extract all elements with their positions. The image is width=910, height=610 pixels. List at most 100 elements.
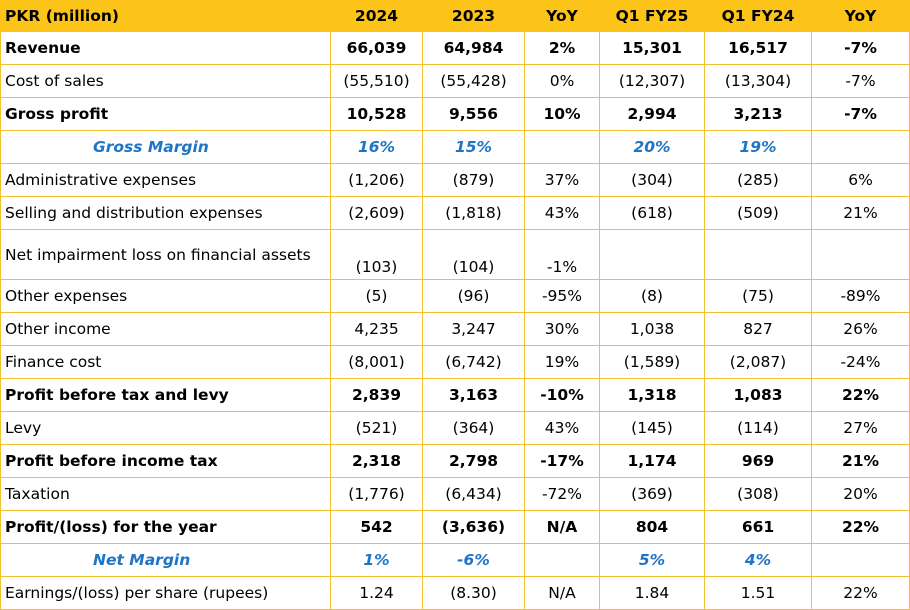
value-cell: (8.30) — [422, 576, 525, 610]
value-cell: (364) — [422, 411, 525, 445]
value-cell: N/A — [524, 576, 600, 610]
row-label: Administrative expenses — [0, 163, 331, 197]
value-cell: 20% — [599, 130, 705, 164]
header-cell-q1-fy25: Q1 FY25 — [599, 0, 705, 32]
value-cell: 827 — [704, 312, 812, 346]
value-cell: 16% — [330, 130, 423, 164]
row-label: Profit before income tax — [0, 444, 331, 478]
table-row: Net impairment loss on financial assets(… — [0, 229, 910, 280]
value-cell: 2,798 — [422, 444, 525, 478]
value-cell: (5) — [330, 279, 423, 313]
row-label: Other income — [0, 312, 331, 346]
row-label: Profit/(loss) for the year — [0, 510, 331, 544]
value-cell: (2,087) — [704, 345, 812, 379]
value-cell: (8,001) — [330, 345, 423, 379]
value-cell: 3,213 — [704, 97, 812, 131]
value-cell: 3,247 — [422, 312, 525, 346]
row-label: Cost of sales — [0, 64, 331, 98]
value-cell: 1,083 — [704, 378, 812, 412]
value-cell: 1,174 — [599, 444, 705, 478]
header-cell-yoy-quarter: YoY — [811, 0, 910, 32]
row-label: Net Margin — [0, 543, 331, 577]
value-cell: 1.84 — [599, 576, 705, 610]
value-cell: 804 — [599, 510, 705, 544]
value-cell: (96) — [422, 279, 525, 313]
value-cell: (55,510) — [330, 64, 423, 98]
table-row: Gross profit 10,528 9,556 10% 2,994 3,213 -7% — [0, 97, 910, 131]
value-cell: 22% — [811, 378, 910, 412]
value-cell: -17% — [524, 444, 600, 478]
value-cell: -6% — [422, 543, 525, 577]
value-cell: 21% — [811, 444, 910, 478]
value-cell: 64,984 — [422, 31, 525, 65]
value-cell: 30% — [524, 312, 600, 346]
table-row: Administrative expenses (1,206) (879) 37% (3… — [0, 163, 910, 197]
header-cell-2023: 2023 — [422, 0, 525, 32]
header-cell-q1-fy24: Q1 FY24 — [704, 0, 812, 32]
value-cell: 10% — [524, 97, 600, 131]
value-cell — [811, 229, 910, 280]
value-cell: 21% — [811, 196, 910, 230]
value-cell: 2,839 — [330, 378, 423, 412]
value-cell: -7% — [811, 31, 910, 65]
row-label: Levy — [0, 411, 331, 445]
value-cell: -95% — [524, 279, 600, 313]
value-cell: (369) — [599, 477, 705, 511]
table-row: Levy (521) (364) 43% (145) (114) 27% — [0, 411, 910, 445]
table-row: Profit/(loss) for the year 542 (3,636) N/A 8… — [0, 510, 910, 544]
row-label: Revenue — [0, 31, 331, 65]
table-row: Taxation (1,776) (6,434) -72% (369) (308) 20% — [0, 477, 910, 511]
table-row: Selling and distribution expenses (2,609)… — [0, 196, 910, 230]
value-cell: 27% — [811, 411, 910, 445]
table-row: Gross Margin 16% 15% 20% 19% — [0, 130, 910, 164]
row-label: Gross Margin — [0, 130, 331, 164]
row-label: Other expenses — [0, 279, 331, 313]
value-cell: (308) — [704, 477, 812, 511]
value-cell: N/A — [524, 510, 600, 544]
value-cell: 1,318 — [599, 378, 705, 412]
value-cell: (3,636) — [422, 510, 525, 544]
value-cell: (285) — [704, 163, 812, 197]
value-cell: 2,994 — [599, 97, 705, 131]
value-cell: -10% — [524, 378, 600, 412]
row-label: Profit before tax and levy — [0, 378, 331, 412]
value-cell: -7% — [811, 64, 910, 98]
value-cell — [704, 229, 812, 280]
row-label: Gross profit — [0, 97, 331, 131]
row-label: Earnings/(loss) per share (rupees) — [0, 576, 331, 610]
value-cell: -72% — [524, 477, 600, 511]
value-cell: 3,163 — [422, 378, 525, 412]
value-cell — [811, 130, 910, 164]
value-cell: 4% — [704, 543, 812, 577]
value-cell: (145) — [599, 411, 705, 445]
value-cell: 15% — [422, 130, 525, 164]
value-cell — [524, 130, 600, 164]
header-cell-2024: 2024 — [330, 0, 423, 32]
value-cell: 37% — [524, 163, 600, 197]
value-cell: (13,304) — [704, 64, 812, 98]
value-cell: (509) — [704, 196, 812, 230]
value-cell: (1,818) — [422, 196, 525, 230]
table-row: Other income 4,235 3,247 30% 1,038 827 26% — [0, 312, 910, 346]
row-label: Finance cost — [0, 345, 331, 379]
value-cell: -24% — [811, 345, 910, 379]
value-cell: (1,206) — [330, 163, 423, 197]
value-cell: 10,528 — [330, 97, 423, 131]
value-cell: 19% — [524, 345, 600, 379]
table-row: Net Margin 1% -6% 5% 4% — [0, 543, 910, 577]
value-cell: 43% — [524, 411, 600, 445]
value-cell: 969 — [704, 444, 812, 478]
value-cell: (304) — [599, 163, 705, 197]
value-cell: 0% — [524, 64, 600, 98]
row-label: Selling and distribution expenses — [0, 196, 331, 230]
table-body: Revenue 66,039 64,984 2% 15,301 16,517 -7% Cost… — [0, 31, 910, 610]
value-cell: (104) — [422, 229, 525, 280]
value-cell: 661 — [704, 510, 812, 544]
table-row: Revenue 66,039 64,984 2% 15,301 16,517 -7% — [0, 31, 910, 65]
table-row: Profit before income tax 2,318 2,798 -17% 1,… — [0, 444, 910, 478]
header-cell-label: PKR (million) — [0, 0, 331, 32]
value-cell: 1.24 — [330, 576, 423, 610]
value-cell: (114) — [704, 411, 812, 445]
value-cell: (2,609) — [330, 196, 423, 230]
value-cell — [524, 543, 600, 577]
